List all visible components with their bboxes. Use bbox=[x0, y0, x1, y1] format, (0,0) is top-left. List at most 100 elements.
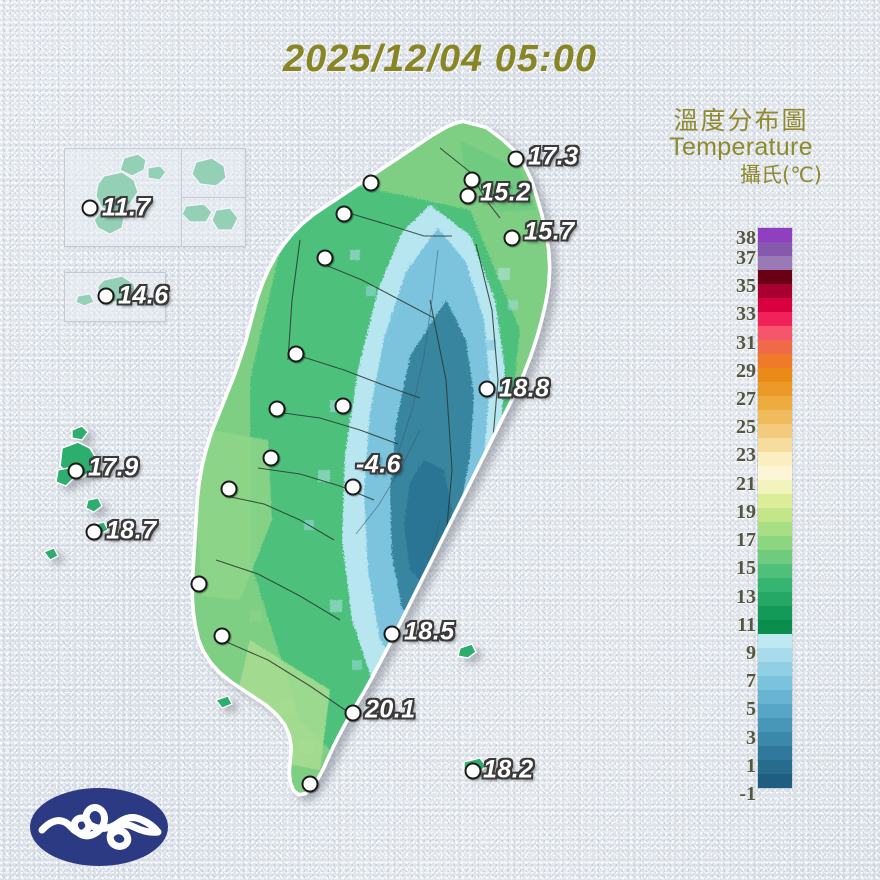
station-marker-icon[interactable] bbox=[344, 704, 362, 722]
legend-title-cn: 溫度分布圖 bbox=[673, 106, 809, 135]
color-band-33 bbox=[758, 690, 792, 704]
station-value-label: 18.2 bbox=[483, 755, 534, 784]
color-scale-tick-21: 21 bbox=[736, 472, 756, 495]
color-scale-tick-9: 9 bbox=[746, 641, 756, 664]
color-scale-tick-27: 27 bbox=[736, 388, 756, 411]
kinmen-inset-box bbox=[64, 272, 166, 322]
color-band-12 bbox=[758, 396, 792, 410]
color-band-4 bbox=[758, 284, 792, 298]
color-band-24 bbox=[758, 564, 792, 578]
color-band-1 bbox=[758, 242, 792, 256]
color-band-37 bbox=[758, 746, 792, 760]
station-marker-icon[interactable] bbox=[463, 171, 481, 189]
station-marker-icon[interactable] bbox=[287, 345, 305, 363]
color-band-32 bbox=[758, 676, 792, 690]
color-scale-tick-25: 25 bbox=[736, 416, 756, 439]
color-band-30 bbox=[758, 648, 792, 662]
station-marker-icon[interactable] bbox=[334, 397, 352, 415]
color-band-13 bbox=[758, 410, 792, 424]
taiwan-coastline bbox=[191, 120, 551, 796]
station-marker-icon[interactable] bbox=[503, 229, 521, 247]
station-marker-icon[interactable] bbox=[190, 575, 208, 593]
color-scale: 38 37 35 33 31 29 27 25 23 21 19 17 15 13 11 9 7 5 3 1 -1 bbox=[736, 228, 792, 804]
station-value-label: 20.1 bbox=[365, 695, 416, 724]
station-value-label: 18.8 bbox=[499, 374, 550, 403]
legend-title-en: Temperature bbox=[669, 133, 813, 161]
color-band-3 bbox=[758, 270, 792, 284]
station-marker-icon[interactable] bbox=[335, 205, 353, 223]
station-value-label: 17.9 bbox=[88, 453, 139, 482]
cwa-logo bbox=[28, 786, 170, 868]
color-band-26 bbox=[758, 592, 792, 606]
color-band-28 bbox=[758, 620, 792, 634]
color-band-19 bbox=[758, 494, 792, 508]
color-band-10 bbox=[758, 368, 792, 382]
color-scale-tick-13: 13 bbox=[736, 585, 756, 608]
color-band-22 bbox=[758, 536, 792, 550]
color-band-20 bbox=[758, 508, 792, 522]
color-scale-tick-11: 11 bbox=[737, 613, 756, 636]
color-band-27 bbox=[758, 606, 792, 620]
station-marker-icon[interactable] bbox=[344, 478, 362, 496]
station-marker-icon[interactable] bbox=[507, 150, 525, 168]
station-marker-icon[interactable] bbox=[262, 449, 280, 467]
color-scale-tick-1: 1 bbox=[746, 754, 756, 777]
station-value-label: 17.3 bbox=[528, 142, 579, 171]
station-marker-icon[interactable] bbox=[97, 287, 115, 305]
color-band-17 bbox=[758, 466, 792, 480]
color-band-39 bbox=[758, 774, 792, 788]
station-marker-icon[interactable] bbox=[220, 480, 238, 498]
color-scale-tick-19: 19 bbox=[736, 500, 756, 523]
station-marker-icon[interactable] bbox=[316, 249, 334, 267]
station-value-label: -4.6 bbox=[356, 450, 402, 479]
color-band-18 bbox=[758, 480, 792, 494]
color-band-21 bbox=[758, 522, 792, 536]
color-scale-tick-35: 35 bbox=[736, 275, 756, 298]
station-value-label: 15.7 bbox=[524, 217, 575, 246]
color-band-16 bbox=[758, 452, 792, 466]
page-title: 2025/12/04 05:00 bbox=[283, 38, 597, 80]
color-band-8 bbox=[758, 340, 792, 354]
station-marker-icon[interactable] bbox=[85, 523, 103, 541]
color-band-2 bbox=[758, 256, 792, 270]
station-marker-icon[interactable] bbox=[81, 199, 99, 217]
station-marker-icon[interactable] bbox=[268, 400, 286, 418]
station-marker-icon[interactable] bbox=[67, 462, 85, 480]
color-band-5 bbox=[758, 298, 792, 312]
station-marker-icon[interactable] bbox=[464, 762, 482, 780]
color-band-9 bbox=[758, 354, 792, 368]
station-marker-icon[interactable] bbox=[478, 380, 496, 398]
color-band-29 bbox=[758, 634, 792, 648]
station-marker-icon[interactable] bbox=[362, 174, 380, 192]
station-marker-icon[interactable] bbox=[459, 187, 477, 205]
color-scale-tick-5: 5 bbox=[746, 698, 756, 721]
color-scale-tick-17: 17 bbox=[736, 529, 756, 552]
color-band-38 bbox=[758, 760, 792, 774]
penghu-islands bbox=[43, 425, 109, 561]
station-marker-icon[interactable] bbox=[383, 625, 401, 643]
station-marker-icon[interactable] bbox=[301, 775, 319, 793]
station-marker-icon[interactable] bbox=[213, 627, 231, 645]
color-band-36 bbox=[758, 732, 792, 746]
station-value-label: 18.5 bbox=[404, 617, 455, 646]
color-scale-tick-29: 29 bbox=[736, 359, 756, 382]
color-band-25 bbox=[758, 578, 792, 592]
color-scale-tick--1: -1 bbox=[739, 783, 756, 805]
station-value-label: 15.2 bbox=[480, 178, 531, 207]
legend-unit-label: 攝氏(℃) bbox=[740, 162, 822, 187]
color-scale-ticks: 38 37 35 33 31 29 27 25 23 21 19 17 15 13 11 9 7 5 3 1 -1 bbox=[716, 228, 756, 804]
station-value-label: 18.7 bbox=[106, 516, 157, 545]
color-band-15 bbox=[758, 438, 792, 452]
color-band-34 bbox=[758, 704, 792, 718]
color-scale-tick-15: 15 bbox=[736, 557, 756, 580]
color-band-0 bbox=[758, 228, 792, 242]
color-scale-bar bbox=[758, 228, 792, 788]
matsu-inset-box bbox=[64, 148, 246, 247]
station-value-label: 14.6 bbox=[118, 281, 169, 310]
color-scale-tick-3: 3 bbox=[746, 726, 756, 749]
color-scale-tick-37: 37 bbox=[736, 247, 756, 269]
color-band-7 bbox=[758, 326, 792, 340]
color-band-31 bbox=[758, 662, 792, 676]
